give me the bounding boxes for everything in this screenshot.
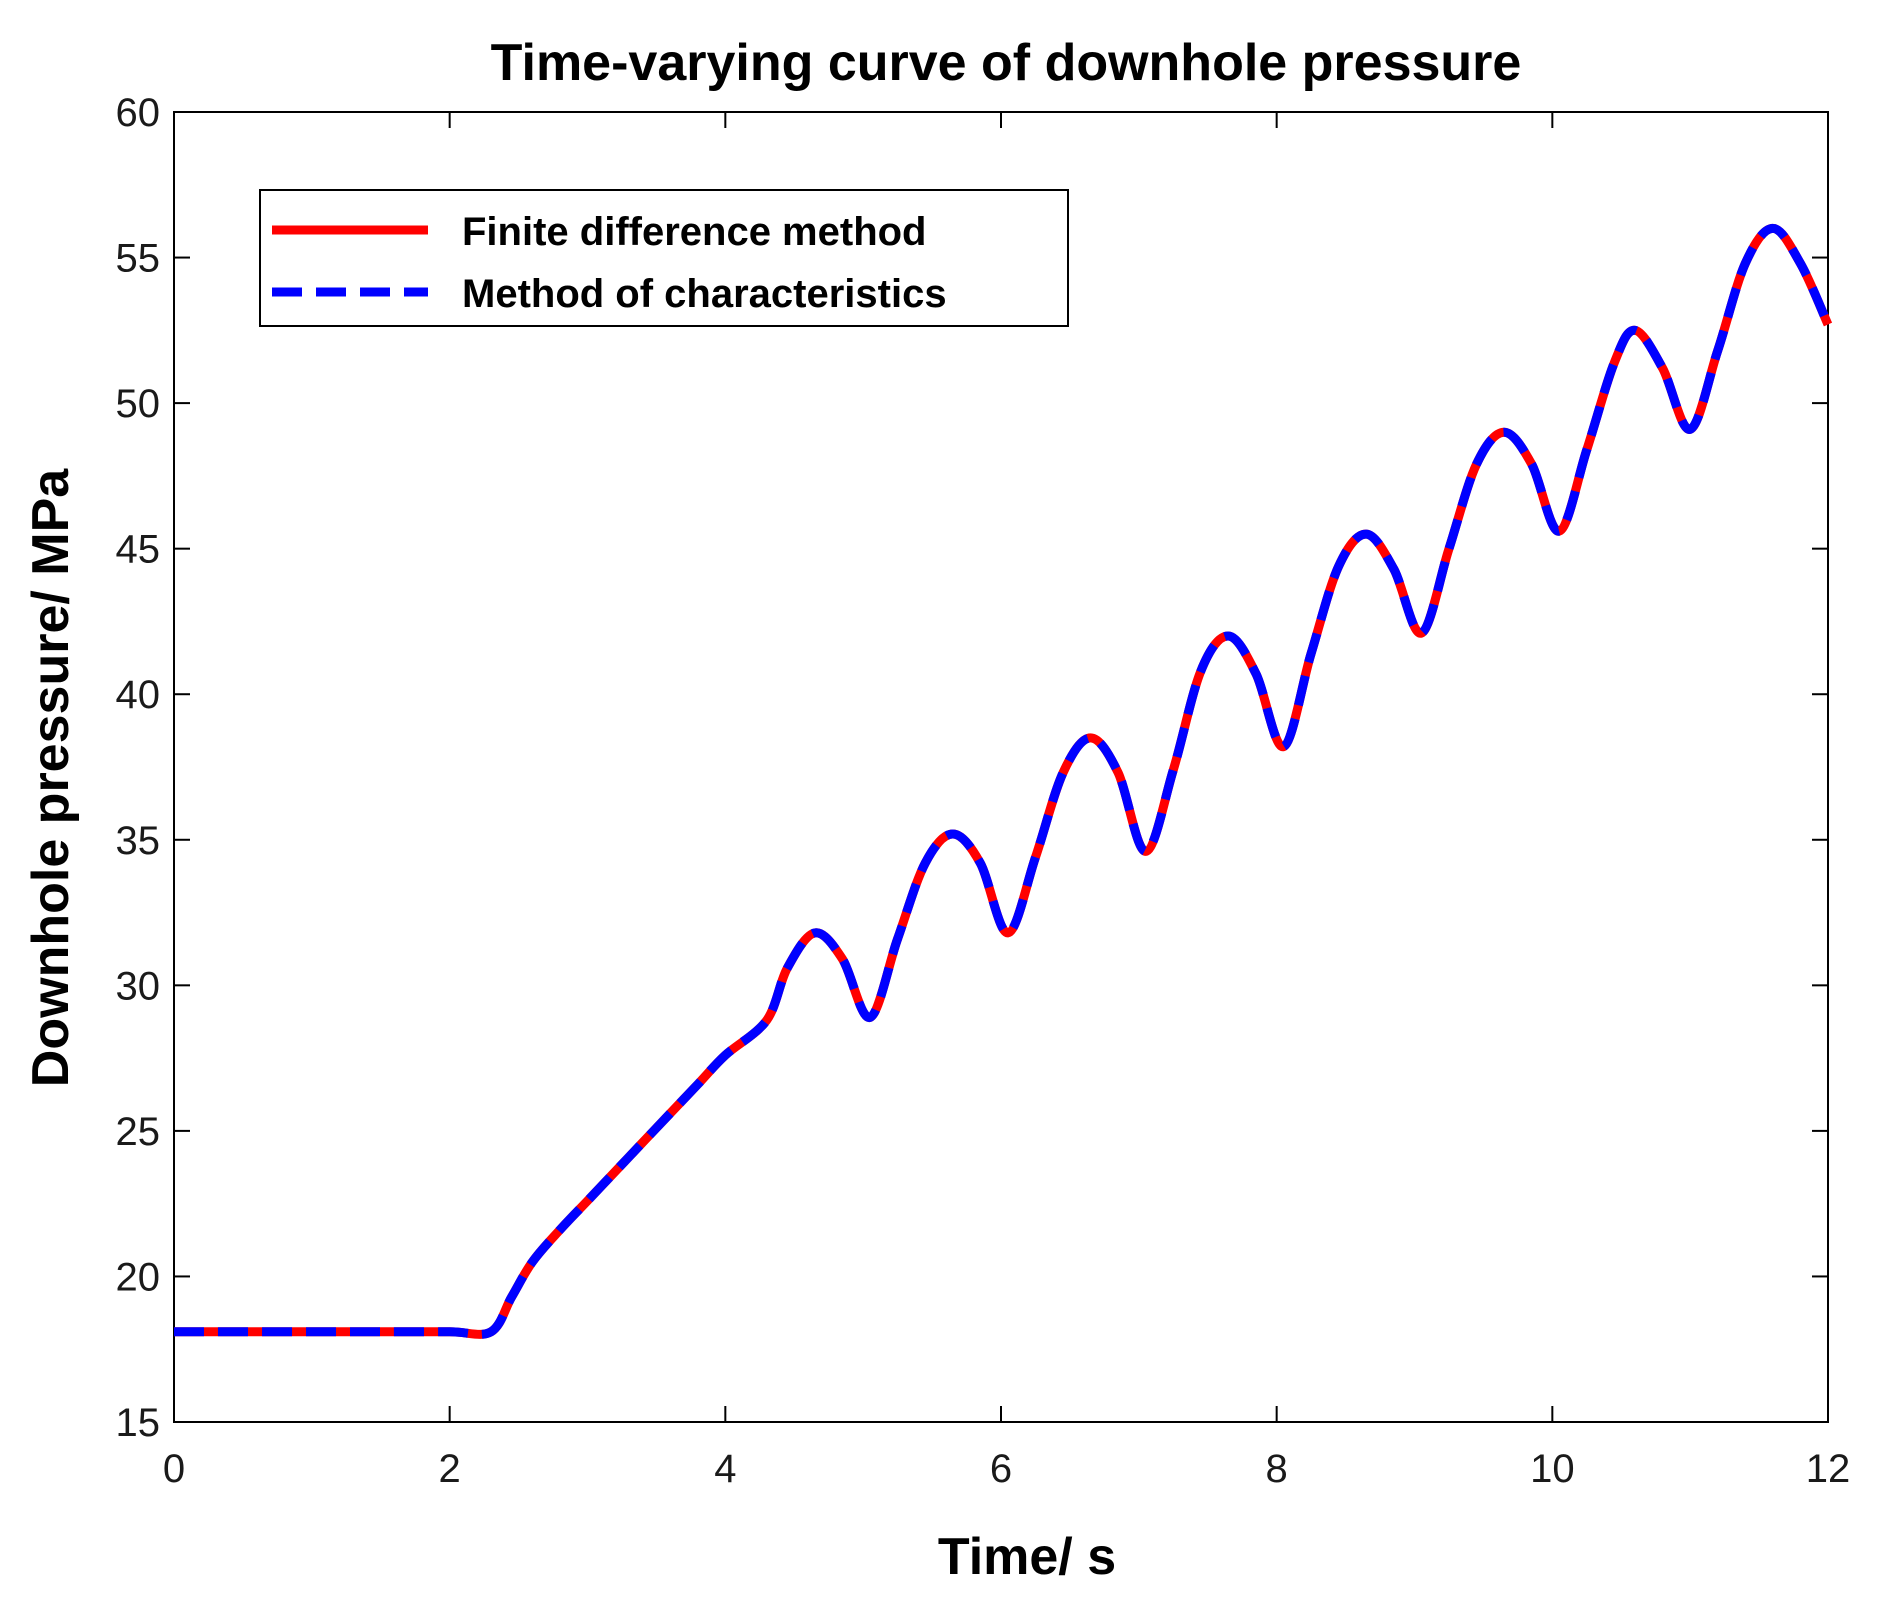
axis-ticks: 0 2 4 6 8 10 12 15 20 25 30 35 40 45 50 55 60 <box>116 91 1851 1491</box>
x-tick-label: 6 <box>990 1447 1012 1491</box>
y-tick-label: 15 <box>116 1401 161 1445</box>
y-axis-title: Downhole pressure/ MPa <box>22 468 80 1087</box>
chart-title: Time-varying curve of downhole pressure <box>491 34 1522 92</box>
y-tick-label: 50 <box>116 382 161 426</box>
legend-box <box>259 189 1069 327</box>
series-line-finite-difference <box>173 223 1833 1339</box>
series-line-method-of-characteristics <box>173 223 1833 1339</box>
y-tick-label: 20 <box>116 1255 161 1299</box>
y-tick-label: 35 <box>116 819 161 863</box>
legend-label-finite-difference: Finite difference method <box>462 210 927 254</box>
x-tick-label: 4 <box>714 1447 736 1491</box>
x-tick-label: 8 <box>1266 1447 1288 1491</box>
x-tick-label: 2 <box>439 1447 461 1491</box>
y-tick-label: 30 <box>116 964 161 1008</box>
y-tick-label: 60 <box>116 91 161 135</box>
y-tick-label: 25 <box>116 1110 161 1154</box>
x-axis-title: Time/ s <box>938 1528 1116 1586</box>
y-tick-label: 40 <box>116 673 161 717</box>
legend-label-method-of-characteristics: Method of characteristics <box>462 272 947 316</box>
x-tick-label: 10 <box>1530 1447 1575 1491</box>
legend: Finite difference method Method of chara… <box>259 189 1069 327</box>
x-tick-label: 0 <box>163 1447 185 1491</box>
y-tick-label: 55 <box>116 237 161 281</box>
y-tick-label: 45 <box>116 528 161 572</box>
x-tick-label: 12 <box>1806 1447 1851 1491</box>
